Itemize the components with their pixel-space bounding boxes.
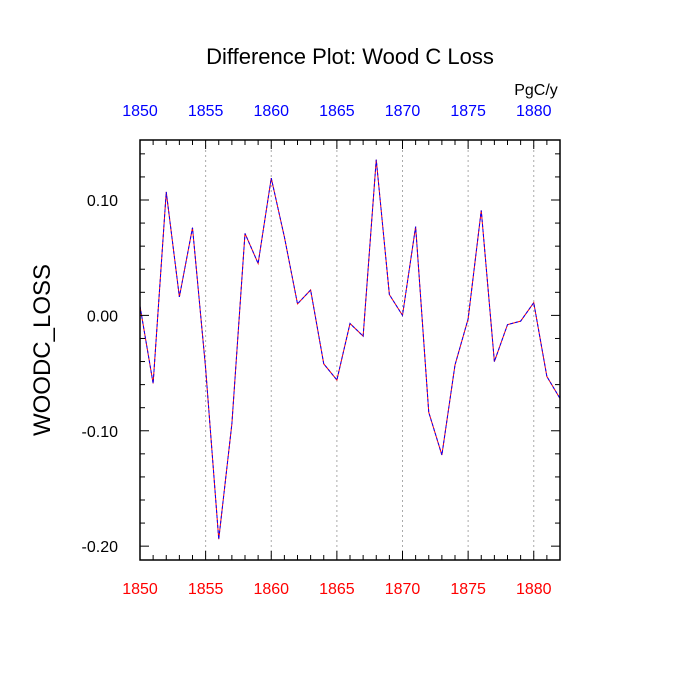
chart-title: Difference Plot: Wood C Loss <box>206 44 494 69</box>
y-tick-label: 0.00 <box>87 308 118 325</box>
x-tick-label-bottom: 1875 <box>450 581 486 598</box>
axes <box>139 139 561 561</box>
x-tick-label-bottom: 1865 <box>319 581 355 598</box>
grid-lines <box>205 140 535 560</box>
x-tick-label-bottom: 1870 <box>385 581 421 598</box>
series-line-dashed <box>139 159 561 540</box>
x-tick-label-bottom: 1860 <box>253 581 289 598</box>
x-tick-label-top: 1875 <box>450 103 486 120</box>
y-tick-label: 0.10 <box>87 193 118 210</box>
units-label: PgC/y <box>514 82 558 99</box>
plot-frame <box>139 139 561 561</box>
x-tick-label-top: 1865 <box>319 103 355 120</box>
series-lines <box>139 159 561 540</box>
y-tick-label: -0.10 <box>82 424 119 441</box>
series-line-solid <box>139 159 561 540</box>
y-axis-label: WOODC_LOSS <box>29 264 56 436</box>
x-tick-label-top: 1850 <box>122 103 158 120</box>
x-tick-label-bottom: 1850 <box>122 581 158 598</box>
x-tick-label-bottom: 1855 <box>188 581 224 598</box>
y-tick-label: -0.20 <box>82 539 119 556</box>
x-tick-label-top: 1870 <box>385 103 421 120</box>
x-tick-label-top: 1880 <box>516 103 552 120</box>
x-tick-label-top: 1860 <box>253 103 289 120</box>
tick-labels: 1850 1850 1855 1855 1860 1860 1865 1865 1870 1870… <box>82 103 552 598</box>
x-tick-label-top: 1855 <box>188 103 224 120</box>
x-tick-label-bottom: 1880 <box>516 581 552 598</box>
